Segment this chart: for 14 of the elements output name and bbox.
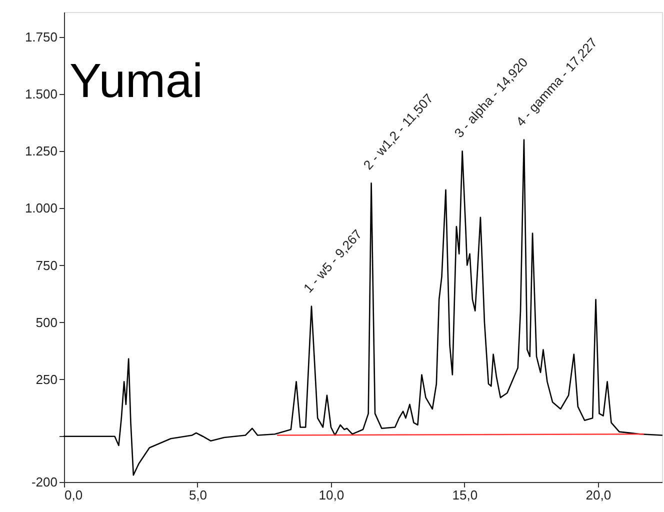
x-tick-label: 20,0 [586,488,612,502]
x-tick-label: 0,0 [64,488,83,502]
y-tick-label: 750 [36,258,58,273]
y-tick-label: 1.250 [24,144,58,159]
y-tick-label: -200 [31,474,58,490]
y-tick-label: 1.750 [24,30,58,45]
y-tick-label: 250 [36,372,58,387]
y-tick-label: 1.000 [24,200,58,216]
x-tick-label: 15,0 [452,488,478,502]
y-tick-label: 500 [36,314,58,330]
x-tick-label: 5,0 [188,488,208,502]
x-tick-label: 10,0 [318,488,344,502]
text: Yumai [69,55,203,108]
y-tick-label: 1.500 [24,86,58,102]
